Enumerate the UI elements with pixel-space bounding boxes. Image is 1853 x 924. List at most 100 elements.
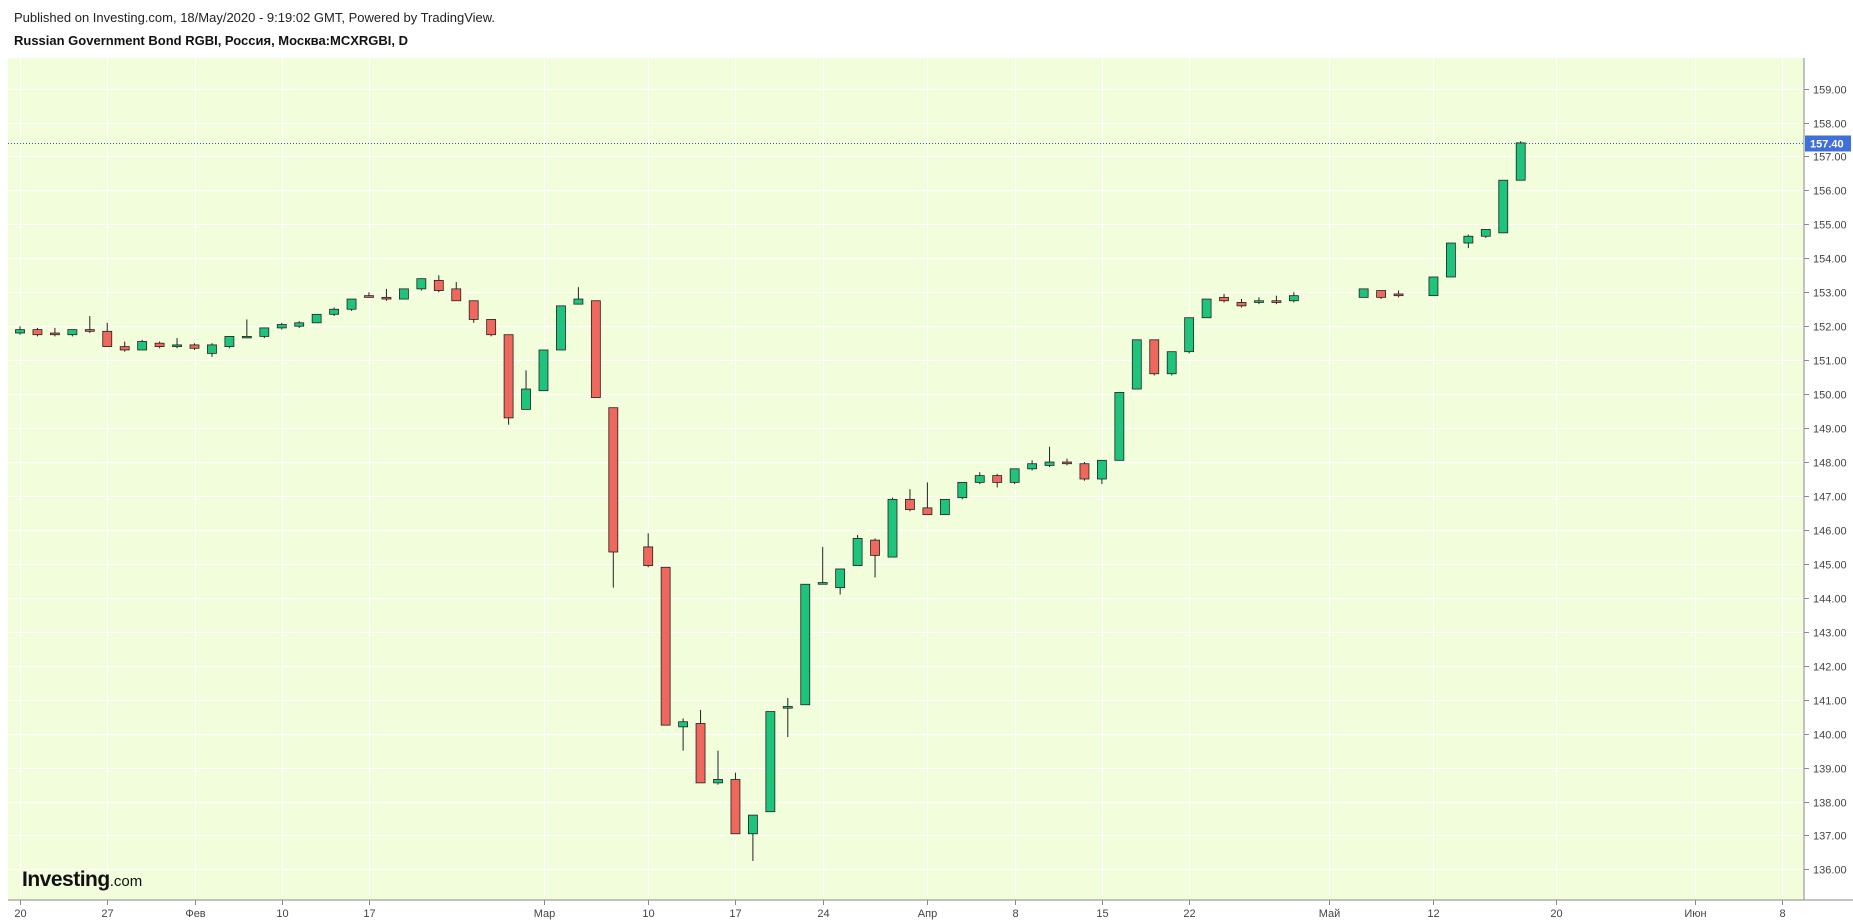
candle[interactable] (137, 339, 148, 351)
candle-body-down (32, 329, 43, 336)
candle[interactable] (1463, 234, 1474, 249)
y-axis[interactable]: 136.00 137.00 138.00 139.00 140.00 141.00 142.… (1804, 85, 1847, 877)
candle[interactable] (1393, 290, 1404, 298)
candle[interactable] (905, 489, 915, 512)
candle[interactable] (451, 282, 462, 302)
candle-body-down (1271, 300, 1282, 303)
candle[interactable] (974, 472, 985, 485)
y-tick-label: 141.00 (1813, 696, 1847, 708)
candle[interactable] (870, 538, 880, 578)
y-tick-label: 142.00 (1813, 662, 1847, 674)
candle[interactable] (852, 535, 863, 566)
candle[interactable] (364, 292, 374, 298)
candle[interactable] (259, 327, 270, 339)
candle-body-down (590, 300, 601, 398)
candle[interactable] (678, 718, 688, 751)
candle[interactable] (538, 349, 549, 392)
candle[interactable] (1184, 317, 1195, 354)
candle[interactable] (311, 313, 322, 324)
candle-body-down (189, 344, 200, 349)
candle[interactable] (119, 341, 130, 352)
candle[interactable] (835, 568, 846, 595)
candle[interactable] (1428, 276, 1439, 297)
candle[interactable] (1027, 460, 1037, 471)
candle[interactable] (1271, 295, 1282, 305)
candle[interactable] (817, 546, 828, 585)
candle[interactable] (241, 319, 252, 339)
candle[interactable] (294, 321, 305, 328)
candle[interactable] (486, 319, 497, 337)
candle[interactable] (276, 322, 287, 330)
candle[interactable] (207, 343, 217, 357)
logo-brand: Investing (22, 868, 110, 891)
candle[interactable] (1044, 446, 1055, 468)
candle[interactable] (1498, 179, 1509, 234)
candle[interactable] (1288, 292, 1299, 303)
candle[interactable] (521, 370, 531, 410)
candle[interactable] (643, 533, 654, 568)
candle[interactable] (1166, 351, 1177, 376)
candle[interactable] (1219, 293, 1229, 303)
candle[interactable] (730, 772, 741, 835)
candle[interactable] (224, 336, 235, 349)
candle[interactable] (102, 322, 113, 347)
candle[interactable] (381, 288, 392, 301)
candle[interactable] (1236, 299, 1247, 308)
candle[interactable] (1009, 468, 1020, 485)
candle-body-down (50, 332, 60, 336)
candle[interactable] (416, 278, 427, 291)
candle[interactable] (468, 300, 479, 323)
candle[interactable] (1079, 462, 1090, 481)
candle[interactable] (939, 498, 950, 516)
candle[interactable] (433, 275, 444, 293)
candles[interactable] (15, 141, 1526, 861)
candle[interactable] (32, 327, 43, 337)
candle[interactable] (1062, 458, 1072, 466)
candle[interactable] (748, 814, 758, 861)
candle[interactable] (590, 300, 601, 398)
candle[interactable] (15, 326, 25, 335)
candle[interactable] (1480, 229, 1491, 238)
candle[interactable] (782, 697, 793, 738)
candle[interactable] (573, 287, 584, 305)
candle[interactable] (765, 711, 776, 813)
candle[interactable] (713, 750, 723, 785)
candle[interactable] (1201, 298, 1212, 319)
candle[interactable] (503, 334, 514, 425)
candle[interactable] (992, 473, 1003, 488)
candle[interactable] (1515, 141, 1526, 181)
candle[interactable] (556, 305, 566, 351)
candle[interactable] (50, 327, 60, 337)
candle[interactable] (398, 288, 409, 300)
candle[interactable] (1446, 242, 1456, 278)
candle[interactable] (84, 316, 95, 334)
y-tick-label: 146.00 (1813, 526, 1847, 538)
candle[interactable] (887, 497, 898, 558)
x-axis[interactable]: 2027Фев1017Мар101724Апр81522Май1220Июн81… (14, 900, 1853, 920)
candle[interactable] (189, 343, 200, 350)
last-price-indicator: 157.40 (8, 135, 1851, 152)
candle[interactable] (922, 482, 933, 516)
candle-body-up (765, 711, 776, 813)
candle[interactable] (957, 481, 968, 500)
candle[interactable] (1254, 297, 1264, 305)
candle[interactable] (172, 338, 182, 349)
candle[interactable] (800, 583, 811, 706)
candle[interactable] (154, 341, 165, 349)
candle[interactable] (1358, 288, 1369, 298)
candle[interactable] (346, 298, 357, 311)
candle[interactable] (1097, 459, 1107, 485)
candle[interactable] (660, 566, 671, 726)
y-tick-label: 137.00 (1813, 831, 1847, 843)
candle-body-up (713, 779, 723, 784)
candle[interactable] (1131, 339, 1142, 390)
candle[interactable] (1114, 392, 1125, 461)
candle[interactable] (67, 329, 78, 337)
candle-body-down (905, 498, 915, 510)
candle[interactable] (329, 307, 340, 317)
candle[interactable] (608, 407, 619, 588)
candle[interactable] (1376, 290, 1386, 300)
candle[interactable] (1149, 339, 1160, 376)
candle[interactable] (695, 709, 706, 784)
